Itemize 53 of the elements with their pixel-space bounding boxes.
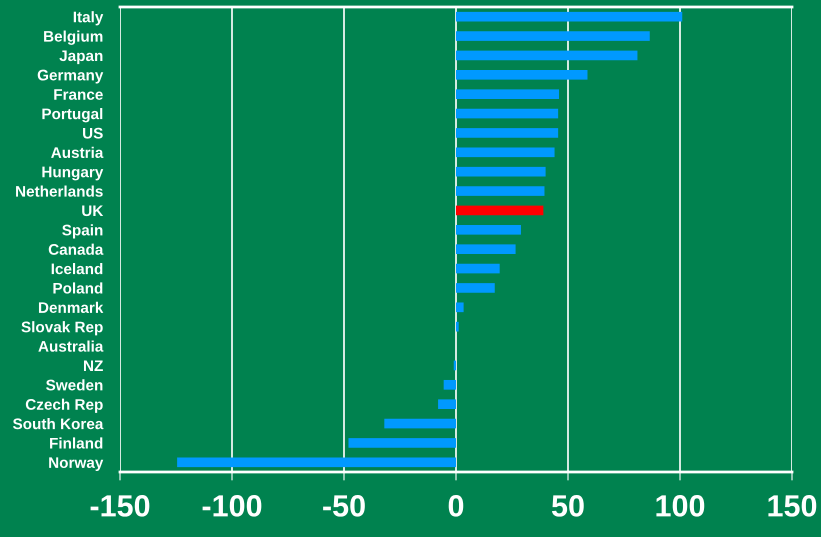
bar [456, 302, 464, 312]
y-tick-label: Sweden [46, 379, 102, 390]
bar [456, 31, 650, 41]
y-tick-label: Finland [50, 437, 102, 449]
y-tick-label: Austria [51, 146, 104, 158]
bar [456, 50, 638, 60]
y-tick-label: Iceland [52, 263, 102, 274]
bar [444, 380, 456, 390]
x-tick-label: 100 [656, 495, 704, 517]
bar [456, 128, 558, 138]
y-tick-label: France [54, 89, 103, 100]
y-tick-label: Australia [38, 340, 104, 352]
y-tick-label: Spain [62, 224, 102, 239]
y-tick-label: Italy [74, 11, 104, 26]
x-tick-label: 50 [552, 495, 584, 517]
y-tick-label: Portugal [42, 108, 102, 122]
bar [384, 418, 456, 428]
y-tick-label: Czech Rep [26, 398, 103, 413]
bar [456, 206, 544, 216]
y-tick-label: Norway [49, 457, 104, 472]
x-tick-label: -100 [202, 495, 262, 517]
bar [456, 283, 495, 293]
bar [177, 457, 456, 468]
bar [456, 224, 521, 235]
bar [456, 12, 682, 22]
y-tick-label: Netherlands [16, 186, 103, 197]
bar [456, 264, 500, 274]
y-tick-label: Belgium [44, 30, 102, 45]
y-tick-label: US [83, 128, 103, 139]
y-tick-label: South Korea [12, 418, 104, 430]
y-tick-label: Hungary [42, 166, 104, 180]
y-tick-label: Japan [59, 50, 102, 64]
bar [456, 108, 558, 118]
y-tick-label: Canada [48, 244, 104, 255]
y-tick-label: Germany [38, 70, 104, 84]
y-tick-label: NZ [84, 360, 103, 371]
x-tick-label: 150 [768, 495, 816, 517]
bar [348, 438, 456, 448]
x-tick-label: 0 [448, 495, 464, 517]
y-tick-label: Denmark [38, 302, 104, 313]
bar [456, 70, 588, 80]
bar [456, 186, 544, 196]
bar [438, 399, 456, 410]
bar [456, 147, 555, 158]
y-tick-label: UK [82, 205, 104, 216]
bar [456, 89, 560, 100]
bar [456, 244, 516, 254]
y-tick-label: Slovak Rep [21, 321, 103, 336]
x-tick-label: -50 [323, 495, 365, 517]
y-tick-label: Poland [53, 282, 102, 294]
bar [456, 166, 546, 177]
x-tick-label: -150 [90, 495, 150, 517]
bar [456, 322, 459, 332]
